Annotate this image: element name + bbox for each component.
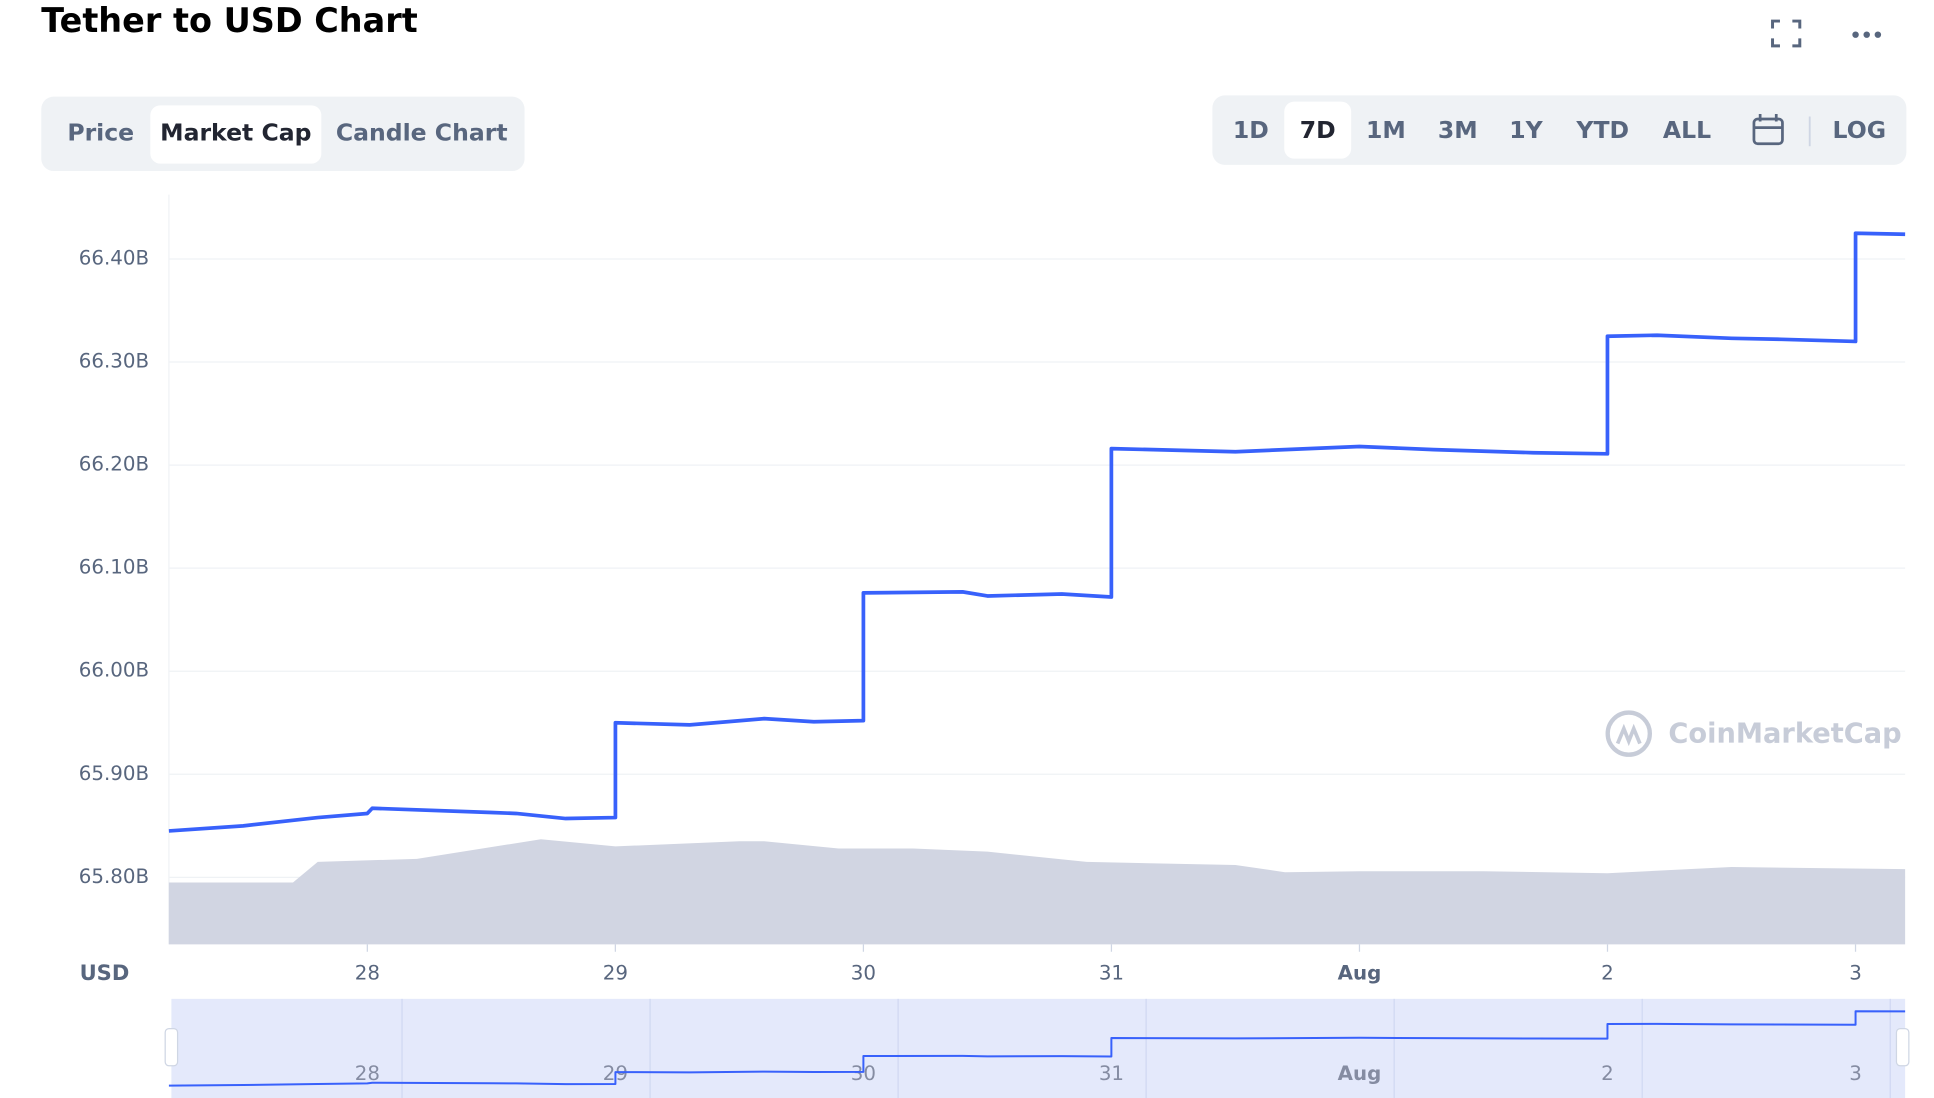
- x-tick-label: 31: [1099, 962, 1124, 985]
- tab-active-bg: [150, 105, 322, 164]
- navigator-tick-label: 2: [1601, 1062, 1614, 1085]
- range-button[interactable]: YTD: [1575, 116, 1629, 144]
- range-button[interactable]: 3M: [1438, 116, 1478, 144]
- x-tick-label: 28: [355, 962, 380, 985]
- x-tick-label: 3: [1849, 962, 1862, 985]
- navigator-tick-label: 31: [1099, 1062, 1124, 1085]
- range-button[interactable]: 1D: [1233, 116, 1269, 144]
- navigator-handle[interactable]: [164, 1027, 179, 1067]
- y-tick-label: 66.00B: [79, 659, 149, 682]
- watermark: CoinMarketCap: [1605, 710, 1902, 757]
- y-tick-label: 66.40B: [79, 246, 149, 269]
- range-button[interactable]: ALL: [1663, 116, 1711, 144]
- range-active-bg: [1284, 101, 1352, 159]
- navigator-line: [168, 1010, 1906, 1087]
- range-button[interactable]: 1M: [1366, 116, 1406, 144]
- currency-label: USD: [80, 960, 130, 985]
- calendar-button[interactable]: [1752, 114, 1784, 146]
- page-title: Tether to USD Chart: [41, 1, 417, 40]
- series-line: [168, 231, 1906, 833]
- navigator-tick-label: 28: [355, 1062, 380, 1085]
- fullscreen-button[interactable]: [1771, 19, 1802, 48]
- tab-button[interactable]: Candle Chart: [336, 118, 508, 146]
- y-tick-label: 65.90B: [79, 762, 149, 785]
- navigator-tick-label: Aug: [1338, 1062, 1382, 1085]
- range-button[interactable]: 7D: [1300, 116, 1336, 144]
- navigator-tick-label: 30: [851, 1062, 876, 1085]
- range-button[interactable]: 1Y: [1509, 116, 1543, 144]
- navigator: [171, 998, 1906, 1098]
- y-tick-label: 66.30B: [79, 350, 149, 373]
- x-tick-label: 30: [851, 962, 876, 985]
- x-tick-label: 2: [1601, 962, 1614, 985]
- tab-button[interactable]: Market Cap: [160, 118, 311, 146]
- watermark-text: CoinMarketCap: [1668, 718, 1901, 749]
- x-tick-label: 29: [603, 962, 628, 985]
- more-button[interactable]: [1852, 31, 1882, 38]
- y-tick-label: 66.10B: [79, 556, 149, 579]
- navigator-handle[interactable]: [1895, 1027, 1910, 1067]
- tab-button[interactable]: Price: [67, 118, 134, 146]
- log-button[interactable]: LOG: [1833, 116, 1886, 144]
- x-tick-label: Aug: [1338, 962, 1382, 985]
- y-tick-label: 66.20B: [79, 453, 149, 476]
- range-bar: [1212, 95, 1907, 165]
- series-area: [168, 839, 1906, 945]
- navigator-tick-label: 3: [1849, 1062, 1862, 1085]
- y-tick-label: 65.80B: [79, 865, 149, 888]
